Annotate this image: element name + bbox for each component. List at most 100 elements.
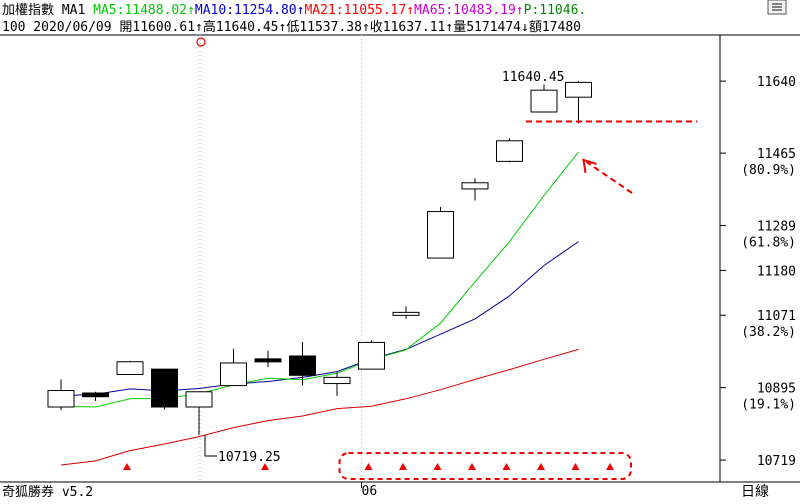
candle-body-13 <box>496 140 523 162</box>
candle-body-1 <box>82 392 109 398</box>
menu-icon <box>772 3 782 11</box>
summary-part-7: 收11637.11 <box>370 20 446 35</box>
y-tick-label-5: 10895 <box>757 382 796 397</box>
candles <box>47 81 592 435</box>
ohlc-summary: 100 2020/06/09 開11600.61↑高11640.45↑低1153… <box>2 19 581 35</box>
candle-body-14 <box>530 89 558 113</box>
high-label: 11640.45 <box>502 70 565 85</box>
y-tick-sublabel-4: (38.2%) <box>741 325 796 340</box>
candle-9 <box>358 340 385 370</box>
signal-marker-2 <box>364 463 373 470</box>
legend-part-9: P:11046. <box>524 3 587 18</box>
summary-part-1: 開11600.61 <box>119 20 195 35</box>
period-label[interactable]: 日線 <box>741 484 769 500</box>
signal-marker-0 <box>123 463 131 470</box>
y-tick-label-4: 11071 <box>757 309 796 324</box>
candle-body-5 <box>220 362 247 387</box>
legend-part-2: ↑ <box>187 3 195 18</box>
signal-marker-8 <box>571 463 580 470</box>
app-name: 奇狐勝券 v5.2 <box>2 484 93 500</box>
candle-body-10 <box>392 311 420 316</box>
candle-0 <box>47 379 75 411</box>
ma21-line <box>60 348 579 466</box>
candle-body-6 <box>254 358 282 363</box>
candle-body-7 <box>289 355 316 376</box>
legend-part-5: MA21:11055.17 <box>304 3 406 18</box>
candle-11 <box>427 207 454 259</box>
candle-13 <box>496 138 523 163</box>
candle-15 <box>565 81 592 124</box>
candle-8 <box>323 372 351 396</box>
candle-14 <box>530 84 558 113</box>
ma10-line <box>60 241 579 397</box>
signal-marker-4 <box>433 463 442 470</box>
y-tick-label-6: 10719 <box>757 454 796 469</box>
summary-part-3: 高11640.45 <box>203 19 279 35</box>
summary-part-2: ↑ <box>195 20 203 35</box>
summary-part-6: ↑ <box>362 20 370 35</box>
signal-marker-3 <box>399 463 407 470</box>
candle-body-3 <box>151 368 178 408</box>
candle-body-9 <box>358 341 385 370</box>
signal-marker-6 <box>502 463 511 470</box>
candle-body-8 <box>323 376 351 385</box>
candle-body-2 <box>116 361 144 375</box>
candle-1 <box>82 391 109 401</box>
legend-part-7: MA65:10483.19 <box>414 3 516 18</box>
summary-part-11: 額17480 <box>529 20 581 35</box>
legend-part-1: MA5:11488.02 <box>93 3 187 18</box>
y-tick-sublabel-1: (80.9%) <box>741 163 796 178</box>
time-axis: 06 <box>361 482 378 499</box>
candle-10 <box>392 306 420 319</box>
summary-part-8: ↑ <box>445 20 453 35</box>
candle-5 <box>220 348 247 387</box>
legend-part-4: ↑ <box>297 3 305 18</box>
price-axis: 1164011465(80.9%)11289(61.8%)1118011071(… <box>720 75 796 469</box>
signal-group-box <box>338 452 632 480</box>
summary-part-9: 量5171474 <box>453 20 521 35</box>
low-leader-line <box>204 434 217 457</box>
dashed-arrow-head <box>582 158 597 174</box>
signal-marker-5 <box>468 463 476 470</box>
summary-part-10: ↓ <box>521 20 529 35</box>
signal-circle <box>196 37 206 47</box>
indicator-legend: 加權指數 MA1 MA5:11488.02↑MA10:11254.80↑MA21… <box>2 3 586 18</box>
signal-marker-1 <box>261 463 269 470</box>
candle-4 <box>185 391 213 435</box>
moving-averages <box>60 151 579 466</box>
low-label: 10719.25 <box>218 450 281 465</box>
y-tick-label-2: 11289 <box>757 220 796 235</box>
candle-body-4 <box>185 391 213 408</box>
signal-marker-9 <box>606 463 614 470</box>
dashed-arrow-line <box>585 161 633 194</box>
legend-part-3: MA10:11254.80 <box>195 3 297 18</box>
candle-body-12 <box>461 182 489 190</box>
candle-6 <box>254 350 282 368</box>
y-tick-label-3: 11180 <box>757 264 796 279</box>
annotations: 11640.45 10719.25 <box>123 37 697 480</box>
summary-part-0: 100 2020/06/09 <box>2 20 119 35</box>
candle-body-0 <box>47 390 75 408</box>
legend-part-0: 加權指數 MA1 <box>2 3 93 18</box>
candle-body-11 <box>427 211 454 259</box>
y-tick-label-0: 11640 <box>757 75 796 90</box>
y-tick-sublabel-5: (19.1%) <box>741 398 796 413</box>
summary-part-4: ↑ <box>278 20 286 35</box>
menu-button[interactable] <box>767 0 787 15</box>
summary-part-5: 低11537.38 <box>286 20 362 35</box>
y-tick-label-1: 11465 <box>757 147 796 162</box>
legend-part-8: ↑ <box>516 3 524 18</box>
ma5-line <box>60 151 579 408</box>
legend-part-6: ↑ <box>406 3 414 18</box>
candle-2 <box>116 360 144 375</box>
candle-body-15 <box>565 81 592 98</box>
x-tick-label-0: 06 <box>362 484 378 499</box>
y-tick-sublabel-2: (61.8%) <box>741 236 796 251</box>
signal-marker-7 <box>537 463 545 470</box>
grid-layer <box>199 35 362 482</box>
candle-3 <box>151 368 178 410</box>
candle-7 <box>289 341 316 386</box>
